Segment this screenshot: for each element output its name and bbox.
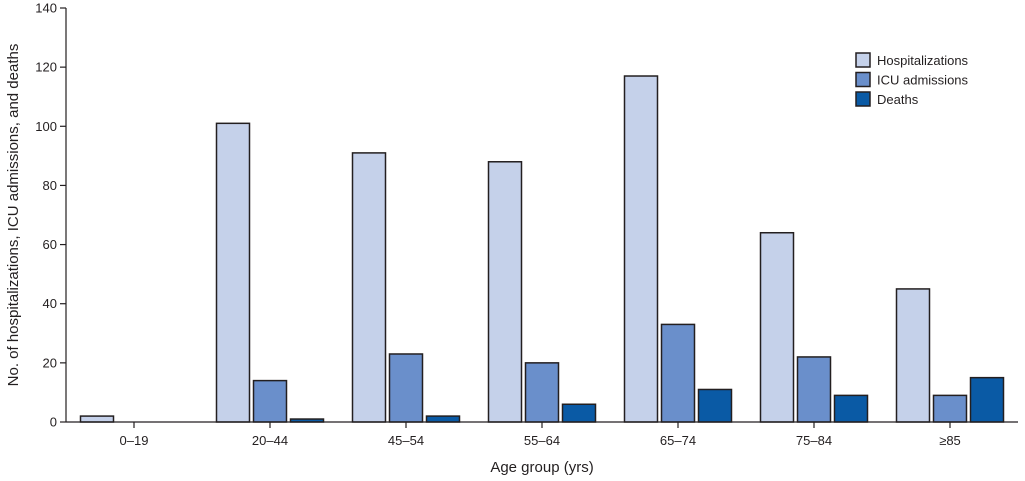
x-tick-label: 20–44	[252, 433, 288, 448]
bar-deaths-6	[833, 394, 869, 423]
x-tick-label: 75–84	[796, 433, 832, 448]
bar-deaths-7	[969, 376, 1005, 423]
y-axis-title: No. of hospitalizations, ICU admissions,…	[5, 44, 22, 387]
legend-label: Hospitalizations	[877, 53, 969, 68]
bar-icu-admissions-7	[932, 394, 968, 423]
legend-swatch	[855, 91, 871, 107]
x-tick-label: 0–19	[120, 433, 149, 448]
legend: Hospitalizations ICU admissions Deaths	[855, 52, 969, 107]
bar-hospitalizations-4	[487, 161, 523, 423]
bar-hospitalizations-6	[759, 231, 795, 423]
bar-icu-admissions-3	[388, 353, 424, 423]
bar-deaths-4	[561, 403, 597, 423]
y-tick-label: 40	[43, 296, 57, 311]
y-axis-ticks: 0 20 40 60 80 100 120 140	[35, 1, 66, 430]
bar-deaths-5	[697, 388, 733, 423]
x-tick-label: 55–64	[524, 433, 560, 448]
bars-group	[79, 75, 1005, 423]
legend-label: ICU admissions	[877, 73, 969, 88]
bar-hospitalizations-1	[79, 415, 115, 423]
bar-hospitalizations-5	[623, 75, 659, 423]
bar-icu-admissions-2	[252, 379, 288, 423]
y-tick-label: 0	[50, 415, 57, 430]
bar-icu-admissions-5	[660, 323, 696, 423]
y-tick-label: 120	[35, 60, 57, 75]
y-tick-label: 100	[35, 119, 57, 134]
y-tick-label: 140	[35, 1, 57, 16]
bar-hospitalizations-3	[351, 152, 387, 423]
bar-icu-admissions-6	[796, 356, 832, 423]
bar-icu-admissions-4	[524, 362, 560, 423]
x-axis-title: Age group (yrs)	[490, 459, 593, 476]
bar-hospitalizations-2	[215, 122, 251, 423]
y-tick-label: 80	[43, 178, 57, 193]
bar-hospitalizations-7	[895, 288, 931, 423]
bar-deaths-3	[425, 415, 461, 423]
y-tick-label: 60	[43, 237, 57, 252]
x-axis-ticks: 0–19 20–44 45–54 55–64 65–74 75–84 ≥85	[120, 422, 961, 448]
x-tick-label: ≥85	[939, 433, 961, 448]
legend-label: Deaths	[877, 92, 919, 107]
y-tick-label: 20	[43, 355, 57, 370]
legend-swatch	[855, 71, 871, 88]
x-tick-label: 45–54	[388, 433, 424, 448]
x-tick-label: 65–74	[660, 433, 696, 448]
legend-swatch	[855, 52, 871, 68]
